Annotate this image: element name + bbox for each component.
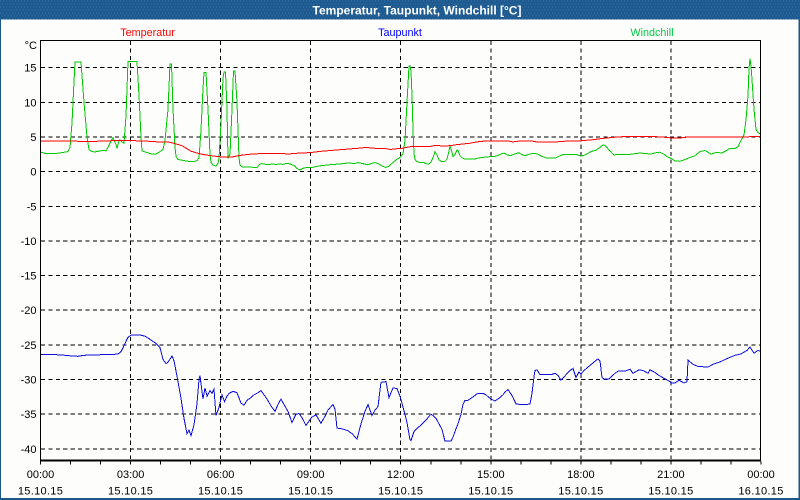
- svg-text:-40: -40: [21, 444, 37, 456]
- svg-text:15:00: 15:00: [477, 469, 505, 481]
- svg-text:15: 15: [24, 63, 36, 75]
- svg-text:-20: -20: [21, 305, 37, 317]
- svg-text:12:00: 12:00: [387, 469, 415, 481]
- svg-text:06:00: 06:00: [207, 469, 235, 481]
- svg-text:15.10.15: 15.10.15: [198, 486, 243, 498]
- svg-text:-15: -15: [21, 271, 37, 283]
- svg-text:Temperatur, Taupunkt, Windchil: Temperatur, Taupunkt, Windchill [°C]: [313, 4, 522, 18]
- svg-text:09:00: 09:00: [297, 469, 325, 481]
- svg-text:-25: -25: [21, 340, 37, 352]
- svg-text:15.10.15: 15.10.15: [648, 486, 693, 498]
- svg-text:15.10.15: 15.10.15: [18, 486, 63, 498]
- svg-text:15.10.15: 15.10.15: [108, 486, 153, 498]
- svg-text:15.10.15: 15.10.15: [288, 486, 333, 498]
- svg-text:Windchill: Windchill: [630, 27, 673, 39]
- svg-text:5: 5: [30, 132, 36, 144]
- svg-text:21:00: 21:00: [657, 469, 685, 481]
- svg-text:Taupunkt: Taupunkt: [378, 27, 422, 39]
- svg-text:10: 10: [24, 97, 36, 109]
- svg-text:-35: -35: [21, 409, 37, 421]
- svg-text:-10: -10: [21, 236, 37, 248]
- svg-text:15.10.15: 15.10.15: [378, 486, 423, 498]
- svg-text:Temperatur: Temperatur: [120, 27, 175, 39]
- svg-text:03:00: 03:00: [117, 469, 145, 481]
- svg-text:-30: -30: [21, 375, 37, 387]
- svg-text:°C: °C: [25, 40, 37, 52]
- svg-text:16.10.15: 16.10.15: [738, 486, 783, 498]
- svg-text:00:00: 00:00: [27, 469, 55, 481]
- svg-text:15.10.15: 15.10.15: [558, 486, 603, 498]
- svg-text:00:00: 00:00: [747, 469, 775, 481]
- svg-text:0: 0: [30, 167, 36, 179]
- svg-text:18:00: 18:00: [567, 469, 595, 481]
- svg-text:15.10.15: 15.10.15: [468, 486, 513, 498]
- svg-text:-5: -5: [27, 201, 37, 213]
